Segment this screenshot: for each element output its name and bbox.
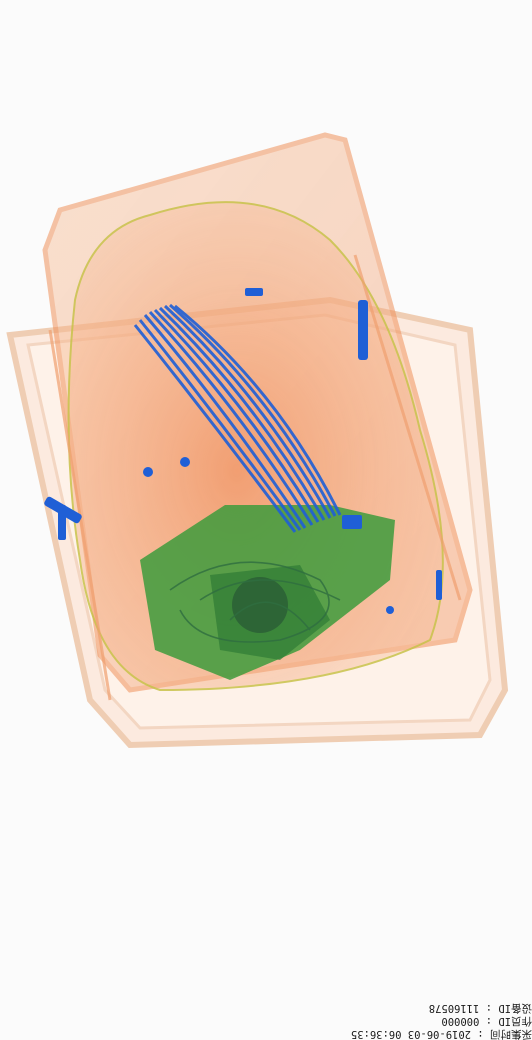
collection-time-value: 2019-06-03 06:36:35	[350, 1028, 472, 1040]
cable-tangle	[169, 561, 341, 643]
operator-id-line: 作员ID : 000000	[441, 1015, 532, 1027]
metal-wire-bundle	[133, 303, 342, 533]
scan-metadata-overlay: 采集时间 : 2019-06-03 06:36:35 作员ID : 000000…	[322, 996, 532, 1040]
device-id-label: 设备ID	[498, 1002, 532, 1014]
operator-id-value: 000000	[441, 1015, 480, 1027]
metal-objects	[44, 288, 442, 614]
collection-time-label: 采集时间	[490, 1028, 532, 1040]
device-id-value: 11160578	[428, 1002, 480, 1014]
operator-id-label: 作员ID	[498, 1015, 532, 1027]
collection-time-line: 采集时间 : 2019-06-03 06:36:35	[350, 1028, 532, 1040]
circuit-board	[140, 505, 395, 680]
device-id-line: 设备ID : 11160578	[428, 1002, 532, 1014]
